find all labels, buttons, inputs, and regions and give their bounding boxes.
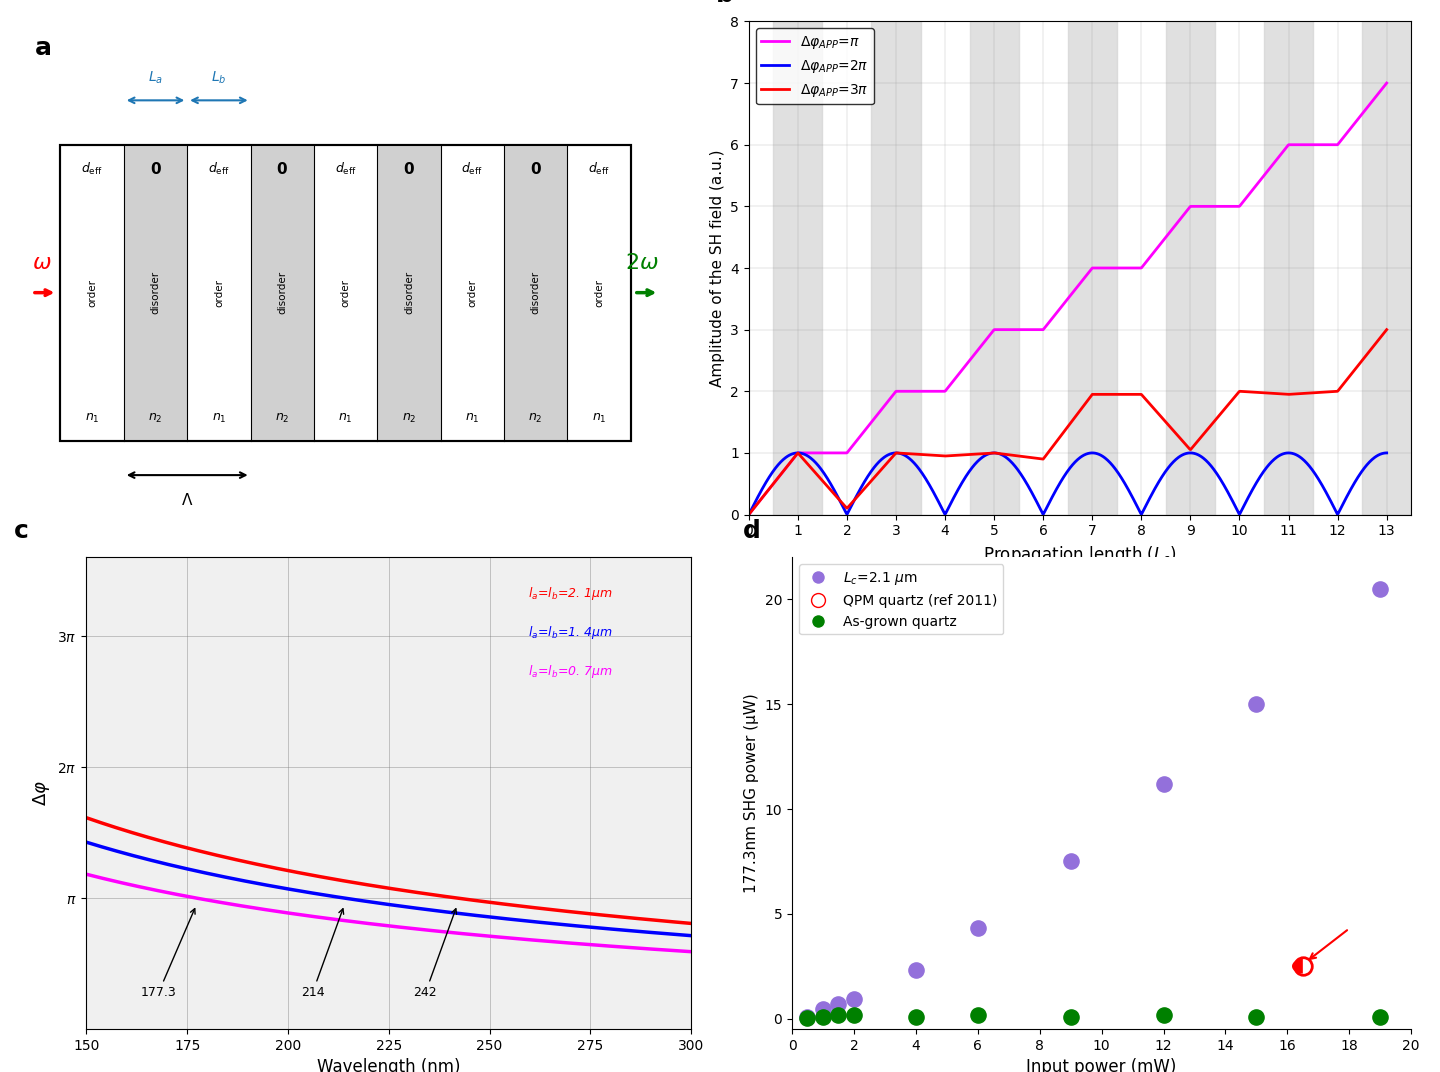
Text: $n_2$: $n_2$	[148, 412, 163, 425]
Bar	[773, 21, 822, 515]
Text: b: b	[716, 0, 733, 6]
Text: 242: 242	[413, 909, 456, 999]
Text: $\mathbf{0}$: $\mathbf{0}$	[150, 162, 161, 177]
Text: 177.3: 177.3	[141, 909, 194, 999]
Bar	[1264, 21, 1313, 515]
Text: c: c	[14, 519, 29, 544]
Text: $n_1$: $n_1$	[85, 412, 99, 425]
Text: order: order	[468, 279, 477, 307]
Bar	[124, 145, 187, 441]
Y-axis label: 177.3nm SHG power (μW): 177.3nm SHG power (μW)	[744, 694, 759, 893]
Text: $d_{\rm eff}$: $d_{\rm eff}$	[81, 161, 104, 178]
Point	[1368, 1008, 1391, 1025]
Text: disorder: disorder	[531, 271, 540, 314]
Text: order: order	[215, 279, 223, 307]
Text: $n_2$: $n_2$	[402, 412, 416, 425]
Text: order: order	[88, 279, 96, 307]
Point	[796, 1009, 819, 1026]
Text: $L_a$: $L_a$	[148, 70, 163, 86]
Bar	[377, 145, 441, 441]
Point	[904, 962, 927, 979]
Text: $d_{\rm eff}$: $d_{\rm eff}$	[588, 161, 611, 178]
Text: $l_a$=$l_b$=2. 1$\mu$m: $l_a$=$l_b$=2. 1$\mu$m	[528, 584, 612, 601]
Text: d: d	[743, 519, 760, 544]
Bar	[251, 145, 314, 441]
Y-axis label: $\Delta\varphi$: $\Delta\varphi$	[30, 780, 52, 806]
Point	[1368, 580, 1391, 597]
Bar	[871, 21, 920, 515]
Point	[827, 996, 850, 1013]
Text: $l_a$=$l_b$=0. 7$\mu$m: $l_a$=$l_b$=0. 7$\mu$m	[528, 664, 612, 681]
Point	[827, 1007, 850, 1024]
Text: order: order	[341, 279, 350, 307]
Text: disorder: disorder	[405, 271, 413, 314]
Point	[966, 920, 989, 937]
X-axis label: Wavelength (nm): Wavelength (nm)	[317, 1058, 461, 1072]
FancyBboxPatch shape	[60, 145, 631, 441]
Text: $n_1$: $n_1$	[592, 412, 606, 425]
Text: order: order	[595, 279, 603, 307]
Text: $n_1$: $n_1$	[338, 412, 353, 425]
Wedge shape	[1292, 958, 1303, 973]
Point	[1244, 696, 1269, 713]
Text: $n_1$: $n_1$	[465, 412, 480, 425]
Text: disorder: disorder	[151, 271, 160, 314]
Point	[796, 1008, 819, 1025]
Bar	[504, 145, 567, 441]
Point	[1152, 1007, 1175, 1024]
Text: disorder: disorder	[278, 271, 287, 314]
Text: $\mathbf{0}$: $\mathbf{0}$	[530, 162, 541, 177]
Point	[1060, 853, 1083, 870]
Text: $L_b$: $L_b$	[212, 70, 226, 86]
Point	[966, 1007, 989, 1024]
Point	[1292, 957, 1315, 974]
Point	[812, 1000, 835, 1017]
Text: $2\omega$: $2\omega$	[625, 253, 660, 273]
Bar	[1362, 21, 1411, 515]
Text: $\Lambda$: $\Lambda$	[181, 492, 193, 508]
Bar	[1067, 21, 1117, 515]
X-axis label: Propagation length ($L_c$): Propagation length ($L_c$)	[984, 544, 1176, 566]
Legend: $L_c$=2.1 $\mu$m, QPM quartz (ref 2011), As-grown quartz: $L_c$=2.1 $\mu$m, QPM quartz (ref 2011),…	[799, 564, 1004, 635]
Text: 214: 214	[301, 909, 344, 999]
Point	[1152, 775, 1175, 792]
Point	[842, 991, 865, 1008]
Text: a: a	[35, 36, 52, 60]
Point	[812, 1008, 835, 1025]
X-axis label: Input power (mW): Input power (mW)	[1027, 1058, 1176, 1072]
Text: $l_a$=$l_b$=1. 4$\mu$m: $l_a$=$l_b$=1. 4$\mu$m	[528, 624, 612, 641]
Text: $n_2$: $n_2$	[528, 412, 543, 425]
Text: $\mathbf{0}$: $\mathbf{0}$	[276, 162, 288, 177]
Y-axis label: Amplitude of the SH field (a.u.): Amplitude of the SH field (a.u.)	[710, 149, 724, 387]
Bar	[969, 21, 1018, 515]
Bar	[1166, 21, 1215, 515]
Text: $\mathbf{0}$: $\mathbf{0}$	[403, 162, 415, 177]
Point	[842, 1007, 865, 1024]
Text: $\omega$: $\omega$	[32, 253, 52, 273]
Text: $n_1$: $n_1$	[212, 412, 226, 425]
Text: $d_{\rm eff}$: $d_{\rm eff}$	[207, 161, 230, 178]
Point	[904, 1008, 927, 1025]
Legend: $\Delta\varphi_{APP}$=$\pi$, $\Delta\varphi_{APP}$=$2\pi$, $\Delta\varphi_{APP}$: $\Delta\varphi_{APP}$=$\pi$, $\Delta\var…	[756, 28, 874, 104]
Text: $d_{\rm eff}$: $d_{\rm eff}$	[334, 161, 357, 178]
Point	[1244, 1008, 1269, 1025]
Point	[1060, 1008, 1083, 1025]
Text: $d_{\rm eff}$: $d_{\rm eff}$	[461, 161, 484, 178]
Text: $n_2$: $n_2$	[275, 412, 289, 425]
